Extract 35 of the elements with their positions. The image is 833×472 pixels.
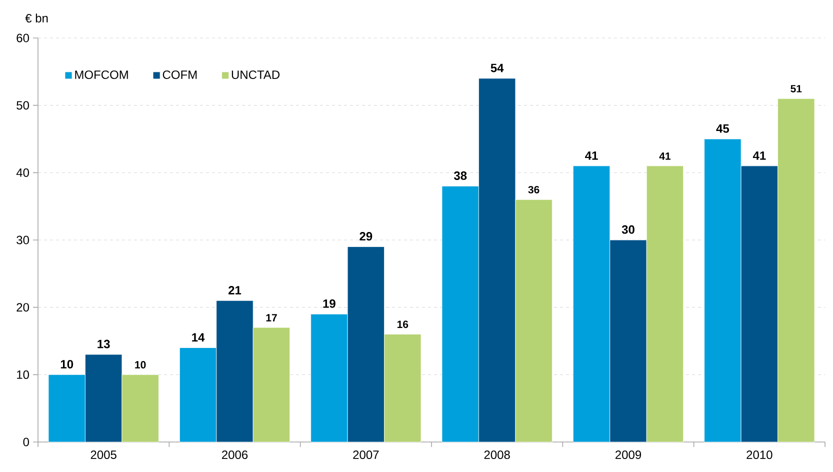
data-label: 13 [98, 340, 110, 348]
data-label: 36 [528, 186, 540, 194]
x-tick-label: 2005 [90, 450, 116, 460]
data-label: 19 [323, 299, 336, 308]
data-label: 41 [585, 151, 598, 160]
data-label: 54 [490, 64, 504, 72]
y-tick-label: 30 [16, 236, 30, 244]
data-label: 45 [716, 124, 730, 133]
data-label: 38 [454, 171, 467, 180]
data-label: 21 [228, 286, 242, 294]
x-tick-label: 2007 [353, 450, 379, 460]
y-tick-label: 10 [17, 370, 30, 379]
data-label: 30 [622, 225, 634, 234]
x-tick-label: 2006 [222, 450, 248, 460]
x-tick-label: 2009 [616, 450, 642, 460]
data-label: 14 [192, 333, 205, 342]
x-tick-label: 2010 [746, 450, 772, 460]
y-axis-title: € bn [25, 14, 48, 22]
data-label: 41 [659, 152, 671, 160]
data-label: 29 [360, 232, 372, 241]
data-label: 10 [135, 361, 146, 368]
y-tick-label: 0 [23, 438, 30, 446]
y-tick-label: 50 [16, 101, 30, 110]
data-label: 51 [790, 85, 802, 92]
legend-label: COFM [162, 70, 197, 79]
x-tick-label: 2008 [484, 450, 510, 460]
data-label: 10 [60, 360, 74, 368]
legend-label: MOFCOM [75, 70, 128, 79]
legend-label: UNCTAD [232, 70, 280, 79]
y-tick-label: 20 [16, 303, 30, 312]
data-label: 16 [397, 320, 408, 328]
data-label: 17 [266, 314, 277, 322]
data-label: 41 [752, 151, 766, 160]
y-tick-label: 40 [16, 168, 30, 177]
y-tick-label: 60 [16, 34, 30, 42]
